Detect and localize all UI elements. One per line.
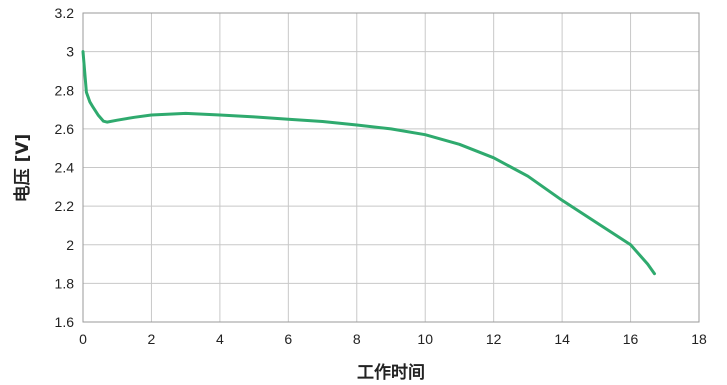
y-tick-label: 2 bbox=[66, 237, 74, 253]
x-tick-label: 18 bbox=[691, 331, 707, 347]
y-tick-label: 1.6 bbox=[55, 314, 75, 330]
y-tick-label: 2.6 bbox=[55, 121, 75, 137]
x-tick-label: 14 bbox=[554, 331, 570, 347]
x-tick-label: 10 bbox=[417, 331, 433, 347]
y-axis-ticks: 1.6 1.8 2 2.2 2.4 2.6 2.8 3 3.2 bbox=[55, 5, 75, 330]
x-tick-label: 16 bbox=[623, 331, 639, 347]
plot-frame bbox=[82, 12, 700, 323]
y-tick-label: 2.8 bbox=[55, 82, 75, 98]
y-tick-label: 2.4 bbox=[55, 160, 75, 176]
x-axis-label: 工作时间 bbox=[357, 362, 425, 383]
y-tick-label: 1.8 bbox=[55, 275, 75, 291]
x-tick-label: 6 bbox=[284, 331, 292, 347]
x-tick-label: 12 bbox=[486, 331, 502, 347]
x-tick-label: 2 bbox=[148, 331, 156, 347]
series-line-0 bbox=[81, 50, 656, 276]
x-tick-label: 0 bbox=[79, 331, 87, 347]
grid-lines bbox=[82, 12, 700, 323]
series-group bbox=[81, 50, 656, 276]
x-tick-label: 4 bbox=[216, 331, 224, 347]
x-axis-ticks: 0 2 4 6 8 10 12 14 16 18 bbox=[79, 331, 707, 347]
y-tick-label: 2.2 bbox=[55, 198, 75, 214]
x-tick-label: 8 bbox=[353, 331, 361, 347]
y-tick-label: 3 bbox=[66, 44, 74, 60]
y-tick-label: 3.2 bbox=[55, 5, 75, 21]
y-axis-label: 电压 [V] bbox=[12, 134, 33, 203]
